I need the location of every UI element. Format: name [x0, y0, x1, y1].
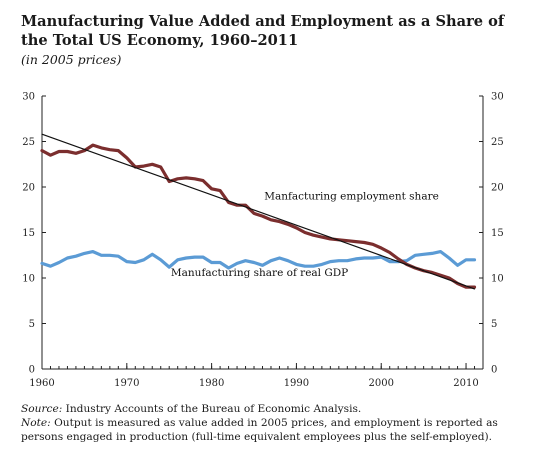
note-label: Note: — [21, 417, 51, 429]
trend-line — [41, 133, 476, 290]
gdp-share-label: Manufacturing share of real GDP — [171, 267, 348, 279]
y-tick-label-left: 15 — [22, 228, 35, 239]
footnotes: Source: Industry Accounts of the Bureau … — [21, 402, 526, 444]
employment-share-label: Manfacturing employment share — [264, 191, 439, 203]
source-text: Industry Accounts of the Bureau of Econo… — [62, 403, 362, 415]
y-tick-label-right: 15 — [491, 228, 504, 239]
x-tick-label: 1990 — [284, 378, 309, 389]
y-tick-label-left: 10 — [22, 274, 35, 285]
note-text: Output is measured as value added in 200… — [21, 417, 498, 443]
y-tick-label-right: 20 — [491, 183, 504, 194]
y-tick-label-left: 0 — [29, 365, 35, 376]
y-tick-label-right: 30 — [491, 92, 504, 103]
series-lines — [40, 133, 477, 290]
source-note: Source: Industry Accounts of the Bureau … — [21, 402, 526, 416]
y-tick-label-right: 25 — [491, 137, 504, 148]
line-chart: 0 0 5 5 10 10 15 15 20 20 25 25 30 30 1960 1970 1980 1990… — [22, 92, 503, 390]
chart-title: Manufacturing Value Added and Employment… — [21, 13, 505, 49]
y-tick-label-right: 5 — [491, 319, 497, 330]
y-tick-label-left: 20 — [22, 183, 35, 194]
employment-share-line — [40, 143, 477, 289]
x-tick-label: 1960 — [29, 378, 54, 389]
y-tick-label-left: 25 — [22, 137, 35, 148]
x-tick-label: 2000 — [369, 378, 394, 389]
y-tick-label-left: 5 — [29, 319, 35, 330]
x-tick-label: 2010 — [453, 378, 478, 389]
y-tick-label-left: 30 — [22, 92, 35, 103]
x-tick-label: 1970 — [114, 378, 139, 389]
annotations: Manfacturing employment share Manufacturi… — [171, 191, 439, 279]
chart-subtitle: (in 2005 prices) — [21, 52, 122, 67]
source-label: Source: — [21, 403, 63, 415]
axes: 0 0 5 5 10 10 15 15 20 20 25 25 30 30 1960 1970 1980 1990… — [22, 92, 503, 390]
method-note: Note: Output is measured as value added … — [21, 416, 526, 444]
x-tick-label: 1980 — [199, 378, 224, 389]
y-tick-label-right: 10 — [491, 274, 504, 285]
y-tick-label-right: 0 — [491, 365, 497, 376]
